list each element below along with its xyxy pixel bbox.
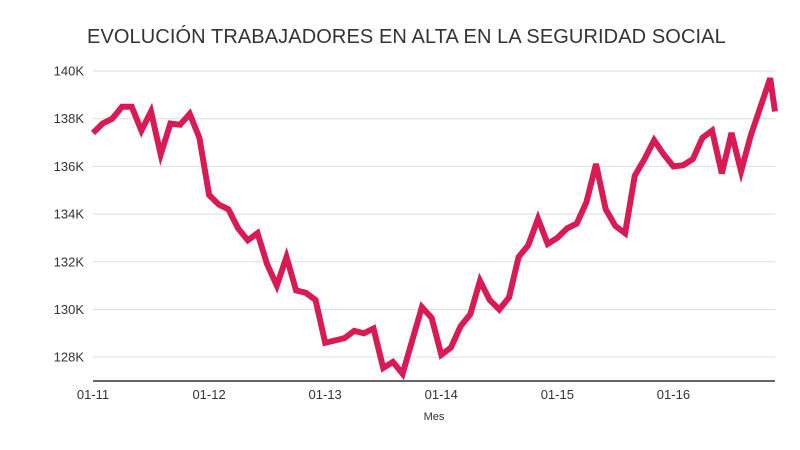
x-tick-label: 01-13 [309,387,342,402]
y-axis-ticks: 128K 130K 132K 134K 136K 138K 140K [54,64,85,365]
x-tick-label: 01-16 [657,387,690,402]
y-tick-label: 136K [54,159,85,174]
chart-title: EVOLUCIÓN TRABAJADORES EN ALTA EN LA SEG… [87,26,726,48]
x-axis-ticks: 01-11 01-12 01-13 01-14 01-15 01-16 [77,387,690,402]
x-tick-label: 01-11 [77,387,109,402]
x-axis-label: Mes [424,411,445,423]
series-layer [90,77,778,381]
x-tick-label: 01-14 [425,387,458,402]
series-line [90,77,778,381]
y-tick-label: 128K [54,350,85,365]
y-tick-label: 134K [54,207,85,222]
y-tick-label: 130K [54,302,85,317]
x-tick-label: 01-12 [192,387,225,402]
gridlines [93,70,775,358]
y-tick-label: 138K [54,111,85,126]
x-tick-label: 01-15 [541,387,574,402]
y-tick-label: 132K [54,254,85,269]
y-tick-label: 140K [54,64,85,79]
